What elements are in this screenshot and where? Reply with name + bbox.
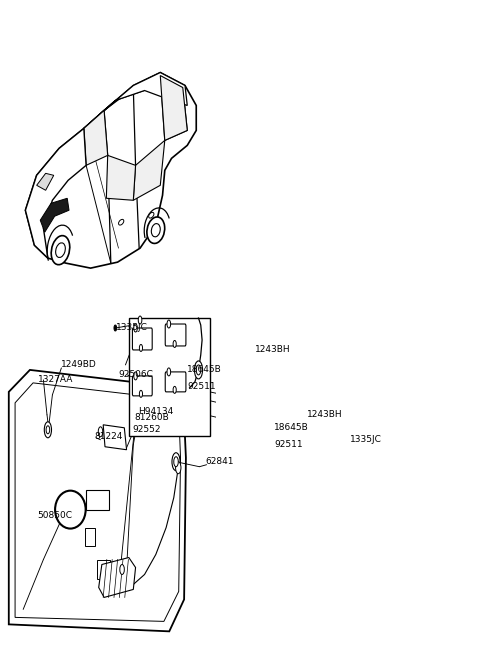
Ellipse shape [149,213,154,218]
Ellipse shape [56,243,65,258]
Text: 1243BH: 1243BH [307,410,343,419]
Circle shape [98,427,103,437]
Text: 50850C: 50850C [37,511,72,520]
Circle shape [174,457,178,466]
Ellipse shape [51,236,70,265]
Polygon shape [36,173,54,190]
Circle shape [134,372,137,380]
Bar [86,489,108,510]
Polygon shape [133,140,165,200]
Circle shape [44,422,51,438]
Circle shape [196,365,201,375]
Circle shape [138,316,142,324]
Bar [85,527,95,546]
Text: H94134: H94134 [138,407,173,417]
Ellipse shape [119,219,124,225]
Text: 92511: 92511 [274,440,303,449]
Polygon shape [9,370,186,631]
FancyBboxPatch shape [165,372,186,392]
Polygon shape [99,558,135,598]
Circle shape [139,390,143,398]
Text: 18645B: 18645B [274,423,309,432]
Ellipse shape [147,217,165,243]
Polygon shape [84,73,187,129]
Text: 1243BH: 1243BH [255,346,290,354]
Text: KIA: KIA [60,504,80,514]
Text: 1249BD: 1249BD [60,360,96,369]
Text: 81224: 81224 [95,432,123,441]
Circle shape [134,324,137,332]
Polygon shape [25,129,86,258]
Polygon shape [25,73,196,268]
Bar [129,318,210,436]
Text: 62841: 62841 [206,457,234,466]
Text: 1327AA: 1327AA [37,375,73,384]
Text: 92552: 92552 [132,425,161,434]
Text: 1335JC: 1335JC [350,436,383,444]
Circle shape [173,340,176,348]
Circle shape [139,344,143,352]
Circle shape [167,368,170,376]
Ellipse shape [55,491,85,529]
FancyBboxPatch shape [132,376,152,396]
Bar [97,560,110,579]
Circle shape [172,453,180,471]
Polygon shape [40,198,69,232]
Circle shape [46,426,50,434]
Polygon shape [107,155,135,200]
Ellipse shape [151,224,160,237]
Circle shape [173,386,176,394]
FancyBboxPatch shape [165,324,186,346]
Text: 92506C: 92506C [119,371,153,379]
Circle shape [114,325,117,331]
Polygon shape [103,425,127,450]
Text: 81260B: 81260B [135,413,169,422]
Circle shape [167,320,170,328]
Text: 18645B: 18645B [187,365,222,375]
Polygon shape [160,75,187,140]
Circle shape [194,361,203,379]
Circle shape [120,565,124,575]
Polygon shape [84,110,108,165]
Text: 92511: 92511 [187,382,216,392]
Circle shape [176,462,181,474]
FancyBboxPatch shape [132,328,152,350]
Text: 1335JC: 1335JC [116,323,148,333]
